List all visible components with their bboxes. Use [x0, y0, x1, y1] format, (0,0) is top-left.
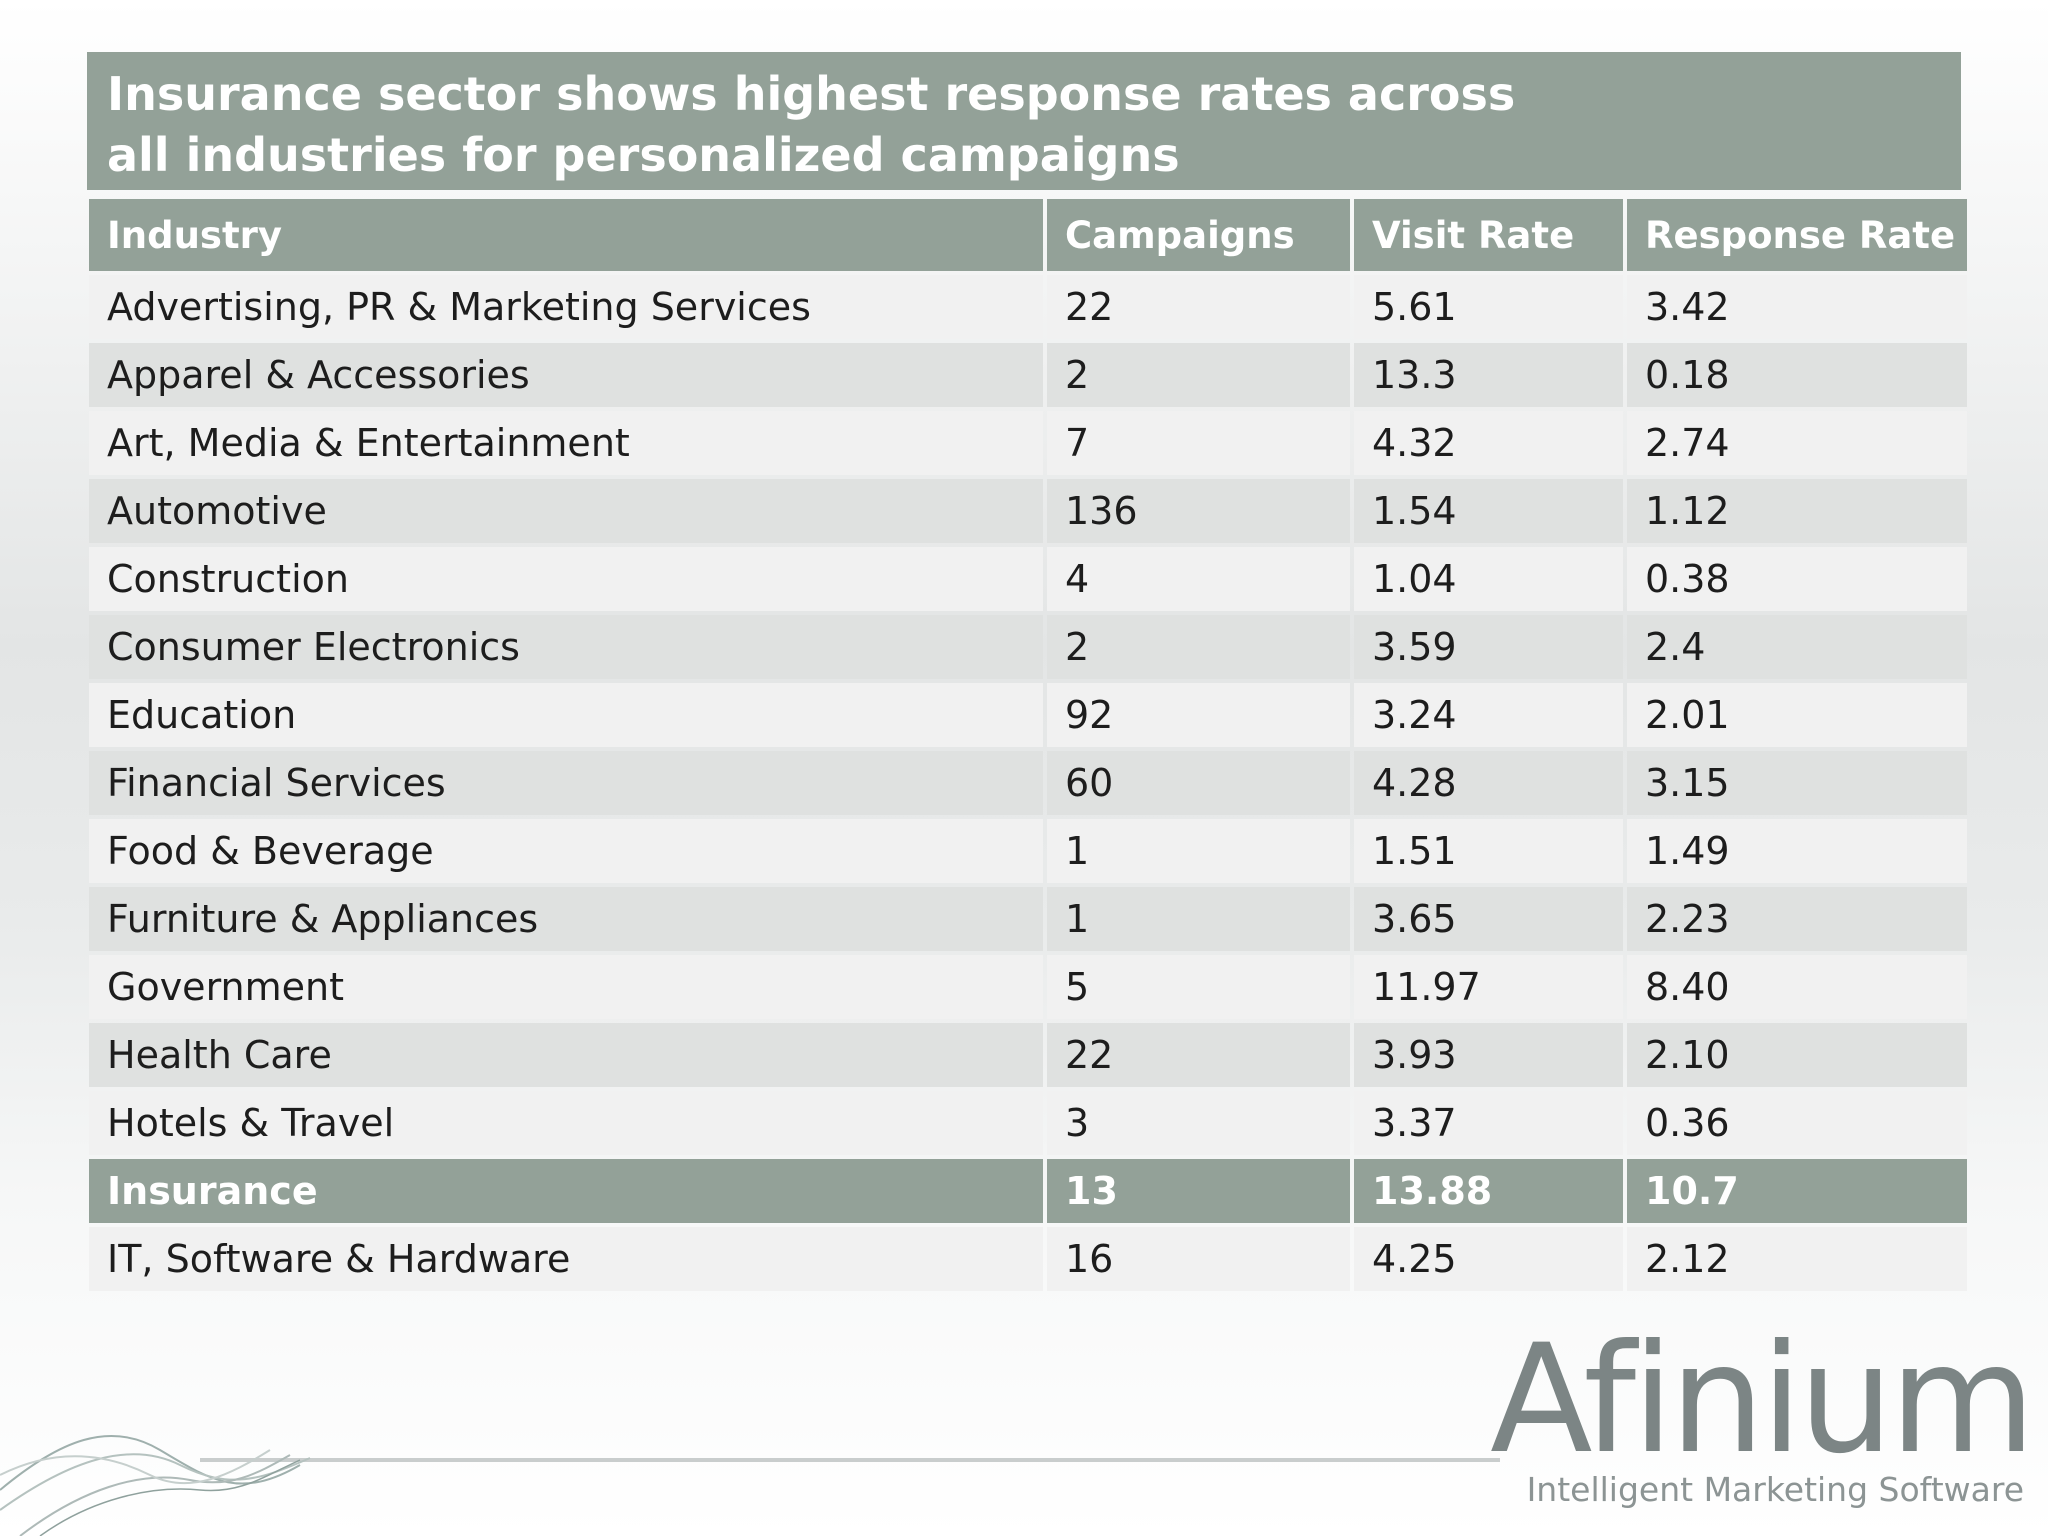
table-row: Food & Beverage 1 1.51 1.49	[89, 819, 1967, 883]
cell-campaigns: 60	[1047, 751, 1350, 815]
cell-industry: Automotive	[89, 479, 1043, 543]
cell-visit-rate: 1.54	[1354, 479, 1623, 543]
slide-title-line-2: all industries for personalized campaign…	[107, 128, 1180, 182]
cell-response-rate: 2.23	[1627, 887, 1967, 951]
cell-response-rate: 0.38	[1627, 547, 1967, 611]
cell-industry: Consumer Electronics	[89, 615, 1043, 679]
header-visit-rate: Visit Rate	[1354, 199, 1623, 271]
cell-response-rate: 0.18	[1627, 343, 1967, 407]
table-row: Financial Services 60 4.28 3.15	[89, 751, 1967, 815]
cell-industry: Health Care	[89, 1023, 1043, 1087]
cell-visit-rate: 3.93	[1354, 1023, 1623, 1087]
cell-industry: Education	[89, 683, 1043, 747]
table-row: Apparel & Accessories 2 13.3 0.18	[89, 343, 1967, 407]
slide-title-banner: Insurance sector shows highest response …	[87, 52, 1961, 190]
cell-visit-rate: 3.59	[1354, 615, 1623, 679]
table-row: Health Care 22 3.93 2.10	[89, 1023, 1967, 1087]
cell-industry: Insurance	[89, 1159, 1043, 1223]
cell-visit-rate: 13.3	[1354, 343, 1623, 407]
table-row: Art, Media & Entertainment 7 4.32 2.74	[89, 411, 1967, 475]
cell-campaigns: 5	[1047, 955, 1350, 1019]
table-row: Hotels & Travel 3 3.37 0.36	[89, 1091, 1967, 1155]
table-row: Advertising, PR & Marketing Services 22 5.…	[89, 275, 1967, 339]
cell-visit-rate: 3.37	[1354, 1091, 1623, 1155]
cell-visit-rate: 4.28	[1354, 751, 1623, 815]
table-row: Automotive 136 1.54 1.12	[89, 479, 1967, 543]
cell-response-rate: 2.10	[1627, 1023, 1967, 1087]
table-row: Government 5 11.97 8.40	[89, 955, 1967, 1019]
cell-industry: Construction	[89, 547, 1043, 611]
table-row: Education 92 3.24 2.01	[89, 683, 1967, 747]
slide-title-line-1: Insurance sector shows highest response …	[107, 67, 1516, 121]
cell-response-rate: 2.4	[1627, 615, 1967, 679]
cell-industry: Hotels & Travel	[89, 1091, 1043, 1155]
cell-campaigns: 3	[1047, 1091, 1350, 1155]
cell-visit-rate: 11.97	[1354, 955, 1623, 1019]
cell-campaigns: 92	[1047, 683, 1350, 747]
cell-industry: Financial Services	[89, 751, 1043, 815]
header-campaigns: Campaigns	[1047, 199, 1350, 271]
cell-industry: Government	[89, 955, 1043, 1019]
cell-visit-rate: 5.61	[1354, 275, 1623, 339]
cell-industry: Apparel & Accessories	[89, 343, 1043, 407]
header-industry: Industry	[89, 199, 1043, 271]
cell-visit-rate: 3.24	[1354, 683, 1623, 747]
cell-campaigns: 7	[1047, 411, 1350, 475]
cell-campaigns: 136	[1047, 479, 1350, 543]
table-row: Furniture & Appliances 1 3.65 2.23	[89, 887, 1967, 951]
header-response-rate: Response Rate	[1627, 199, 1967, 271]
cell-campaigns: 4	[1047, 547, 1350, 611]
table-row: Construction 4 1.04 0.38	[89, 547, 1967, 611]
cell-visit-rate: 4.32	[1354, 411, 1623, 475]
cell-campaigns: 1	[1047, 887, 1350, 951]
cell-response-rate: 3.15	[1627, 751, 1967, 815]
cell-industry: IT, Software & Hardware	[89, 1227, 1043, 1291]
cell-visit-rate: 1.51	[1354, 819, 1623, 883]
cell-industry: Food & Beverage	[89, 819, 1043, 883]
industry-response-table: Industry Campaigns Visit Rate Response R…	[85, 195, 1971, 1295]
cell-visit-rate: 1.04	[1354, 547, 1623, 611]
cell-industry: Advertising, PR & Marketing Services	[89, 275, 1043, 339]
cell-campaigns: 22	[1047, 1023, 1350, 1087]
cell-industry: Furniture & Appliances	[89, 887, 1043, 951]
cell-campaigns: 22	[1047, 275, 1350, 339]
cell-visit-rate: 4.25	[1354, 1227, 1623, 1291]
cell-response-rate: 1.12	[1627, 479, 1967, 543]
cell-campaigns: 13	[1047, 1159, 1350, 1223]
logo-wordmark: Afinium	[1490, 1313, 2036, 1487]
cell-response-rate: 8.40	[1627, 955, 1967, 1019]
cell-campaigns: 1	[1047, 819, 1350, 883]
decorative-swoosh	[0, 1435, 1500, 1536]
cell-response-rate: 3.42	[1627, 275, 1967, 339]
table-row: Consumer Electronics 2 3.59 2.4	[89, 615, 1967, 679]
cell-campaigns: 2	[1047, 615, 1350, 679]
cell-visit-rate: 13.88	[1354, 1159, 1623, 1223]
afinium-logo: Afinium Intelligent Marketing Software	[1490, 1313, 2036, 1520]
cell-response-rate: 2.12	[1627, 1227, 1967, 1291]
cell-campaigns: 16	[1047, 1227, 1350, 1291]
cell-response-rate: 2.74	[1627, 411, 1967, 475]
cell-response-rate: 10.7	[1627, 1159, 1967, 1223]
table-row: Insurance 13 13.88 10.7	[89, 1159, 1967, 1223]
cell-response-rate: 0.36	[1627, 1091, 1967, 1155]
logo-tagline: Intelligent Marketing Software	[1526, 1470, 2024, 1509]
cell-visit-rate: 3.65	[1354, 887, 1623, 951]
table-row: IT, Software & Hardware 16 4.25 2.12	[89, 1227, 1967, 1291]
cell-response-rate: 2.01	[1627, 683, 1967, 747]
table-header-row: Industry Campaigns Visit Rate Response R…	[89, 199, 1967, 271]
cell-campaigns: 2	[1047, 343, 1350, 407]
cell-industry: Art, Media & Entertainment	[89, 411, 1043, 475]
cell-response-rate: 1.49	[1627, 819, 1967, 883]
